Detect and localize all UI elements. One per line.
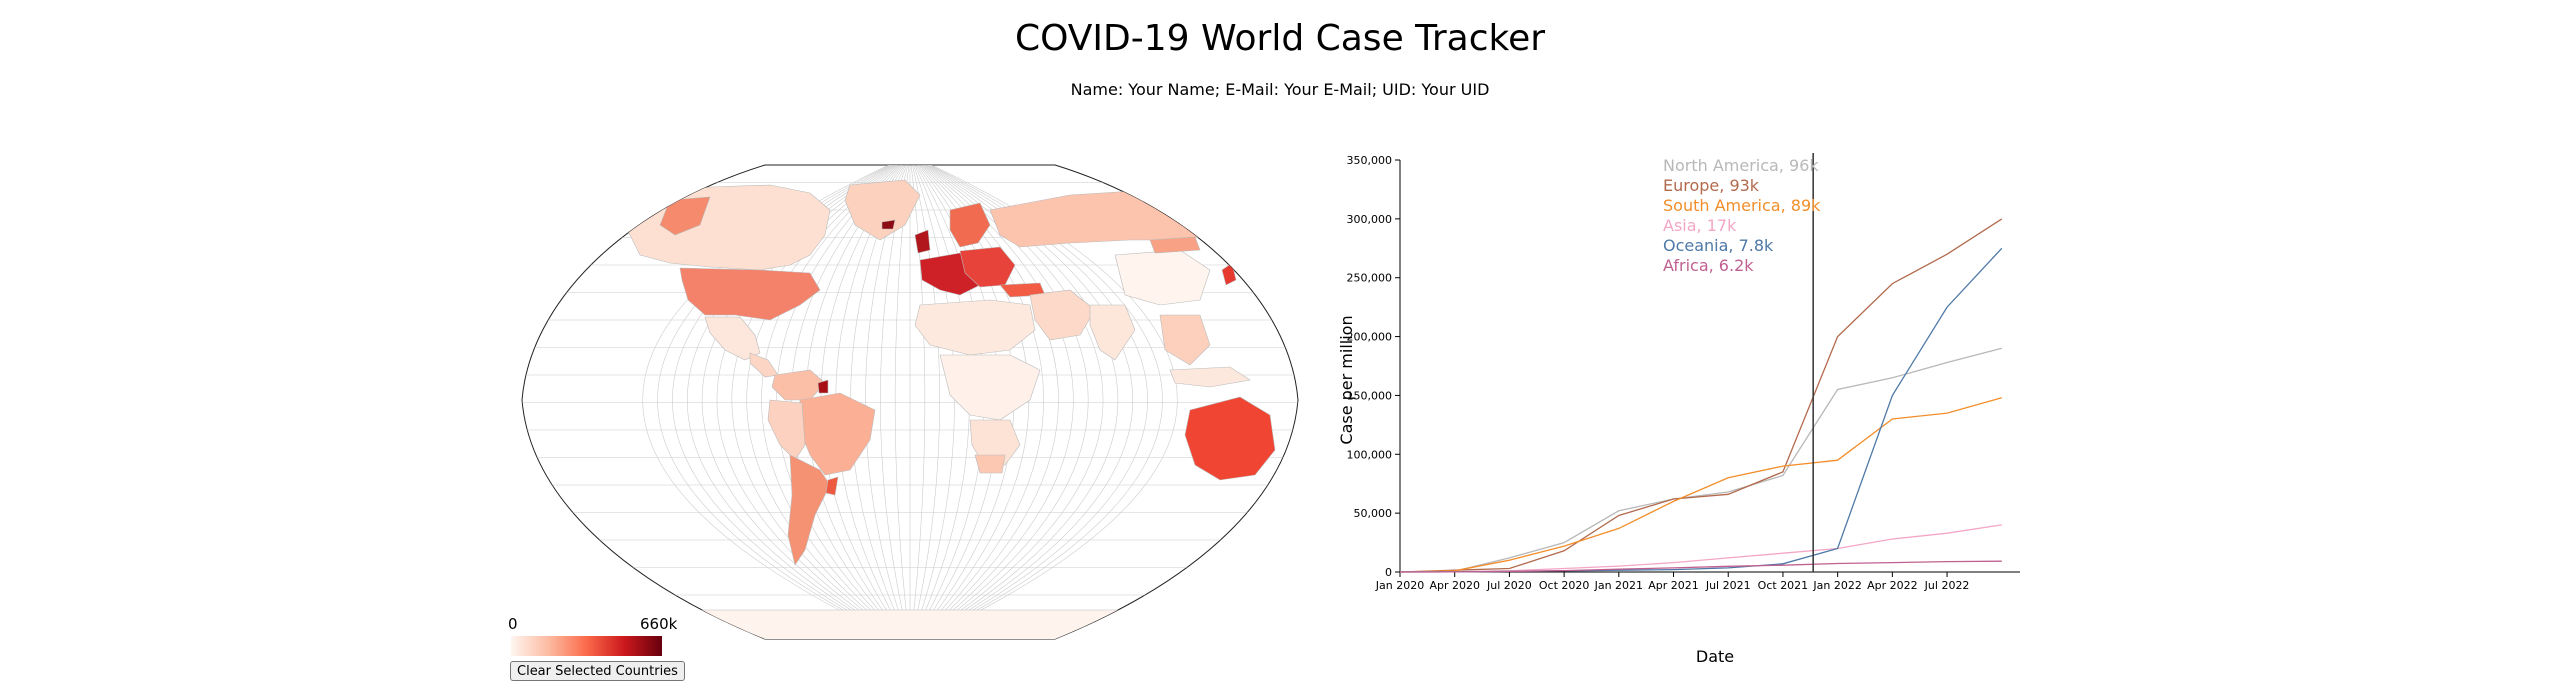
country-middle-east[interactable] [1029,289,1096,341]
x-tick-label: Jul 2022 [1924,579,1970,592]
y-tick: 150,000 [1347,389,1400,402]
y-tick: 250,000 [1347,272,1400,285]
x-tick: Jul 2020 [1486,572,1532,592]
graticule-meridian [776,165,911,639]
country-greenland[interactable] [844,179,921,241]
y-tick: 300,000 [1347,213,1400,226]
y-tick-label: 100,000 [1347,448,1393,461]
x-tick: Oct 2020 [1539,572,1590,592]
series-line-europe[interactable] [1399,218,2003,573]
x-tick: Apr 2022 [1867,572,1918,592]
graticule-meridian [746,165,911,639]
series-line-asia[interactable] [1399,524,2002,573]
x-tick: Oct 2021 [1758,572,1809,592]
x-tick-label: Apr 2021 [1648,579,1699,592]
country-iceland[interactable] [881,219,896,230]
x-tick-label: Jul 2021 [1705,579,1751,592]
country-canada[interactable] [619,184,831,271]
y-tick: 0 [1385,566,1400,579]
series-lines [1399,218,2003,573]
country-alaska-us[interactable] [659,196,711,236]
y-tick-label: 200,000 [1347,331,1393,344]
clear-selected-countries-button[interactable]: Clear Selected Countries [510,661,685,681]
graticule-meridian [909,165,940,639]
x-tick: Jul 2022 [1924,572,1970,592]
country-india[interactable] [1089,304,1136,361]
country-southeast-asia[interactable] [1159,314,1211,366]
series-line-africa[interactable] [1399,560,2002,573]
y-tick-label: 50,000 [1354,507,1393,520]
page-title: COVID-19 World Case Tracker [1014,18,1546,59]
x-axis: Jan 2020 Apr 2020 Jul 2020 Oct 2020 Jan 2021… [1375,571,2020,592]
country-central-america[interactable] [749,352,779,378]
graticule-meridian [909,165,926,639]
color-scale-max-label: 660k [640,615,678,633]
country-usa[interactable] [679,267,821,321]
legend-item-oceania: Oceania, 7.8k [1663,236,1774,255]
graticule-meridian [909,165,955,639]
country-central-africa[interactable] [939,354,1041,421]
y-tick-label: 350,000 [1347,154,1393,167]
x-tick: Apr 2021 [1648,572,1699,592]
line-chart[interactable]: 0 50,000 100,000 150,000 200,000 250,000 300,0… [1310,140,2050,675]
y-tick-label: 150,000 [1347,389,1393,402]
country-guyana[interactable] [817,379,829,394]
y-tick: 200,000 [1347,331,1400,344]
color-scale-bar [511,636,662,656]
x-tick-label: Oct 2021 [1758,579,1809,592]
y-tick: 50,000 [1354,507,1400,520]
country-new-zealand[interactable] [1269,479,1283,508]
x-tick: Jan 2022 [1812,572,1862,592]
world-map[interactable] [510,155,1310,645]
graticule-meridian [761,165,911,639]
country-mongolia[interactable] [1149,236,1201,254]
x-tick: Jul 2021 [1705,572,1751,592]
series-line-north-america[interactable] [1399,347,2002,573]
x-tick: Jan 2020 [1375,572,1424,592]
country-uk[interactable] [914,229,931,254]
x-tick-label: Jan 2022 [1812,579,1861,592]
y-tick-label: 0 [1385,566,1392,579]
x-tick-label: Oct 2020 [1539,579,1590,592]
series-line-oceania[interactable] [1399,247,2003,573]
y-axis: 0 50,000 100,000 150,000 200,000 250,000 300,0… [1347,154,1401,579]
x-tick-label: Jan 2020 [1375,579,1424,592]
country-north-africa[interactable] [914,299,1036,356]
x-tick: Apr 2020 [1429,572,1480,592]
country-south-africa[interactable] [974,454,1006,474]
legend-item-europe: Europe, 93k [1663,176,1760,195]
country-japan-korea[interactable] [1221,262,1237,286]
country-scandinavia[interactable] [949,202,991,248]
legend-item-asia: Asia, 17k [1663,216,1737,235]
country-antarctica[interactable] [609,609,1211,645]
x-tick: Jan 2021 [1594,572,1643,592]
country-indonesia[interactable] [1169,366,1251,388]
legend-item-africa: Africa, 6.2k [1663,256,1754,275]
legend-item-north-america: North America, 96k [1663,156,1819,175]
color-scale-min-label: 0 [508,615,518,633]
legend-item-south-america: South America, 89k [1663,196,1821,215]
country-australia[interactable] [1184,396,1276,481]
y-tick: 350,000 [1347,154,1400,167]
page-subtitle: Name: Your Name; E-Mail: Your E-Mail; UI… [1070,80,1490,99]
x-tick-label: Jan 2021 [1594,579,1643,592]
country-chile-argentina[interactable] [787,454,831,566]
x-tick-label: Apr 2020 [1429,579,1480,592]
y-tick: 100,000 [1347,448,1400,461]
country-uruguay[interactable] [825,476,839,496]
y-tick-label: 250,000 [1347,272,1393,285]
x-tick-label: Apr 2022 [1867,579,1918,592]
series-line-south-america[interactable] [1399,397,2002,573]
y-tick-label: 300,000 [1347,213,1393,226]
y-axis-label: Case per million [1337,315,1356,444]
x-tick-label: Jul 2020 [1486,579,1532,592]
x-axis-label: Date [1696,647,1734,666]
